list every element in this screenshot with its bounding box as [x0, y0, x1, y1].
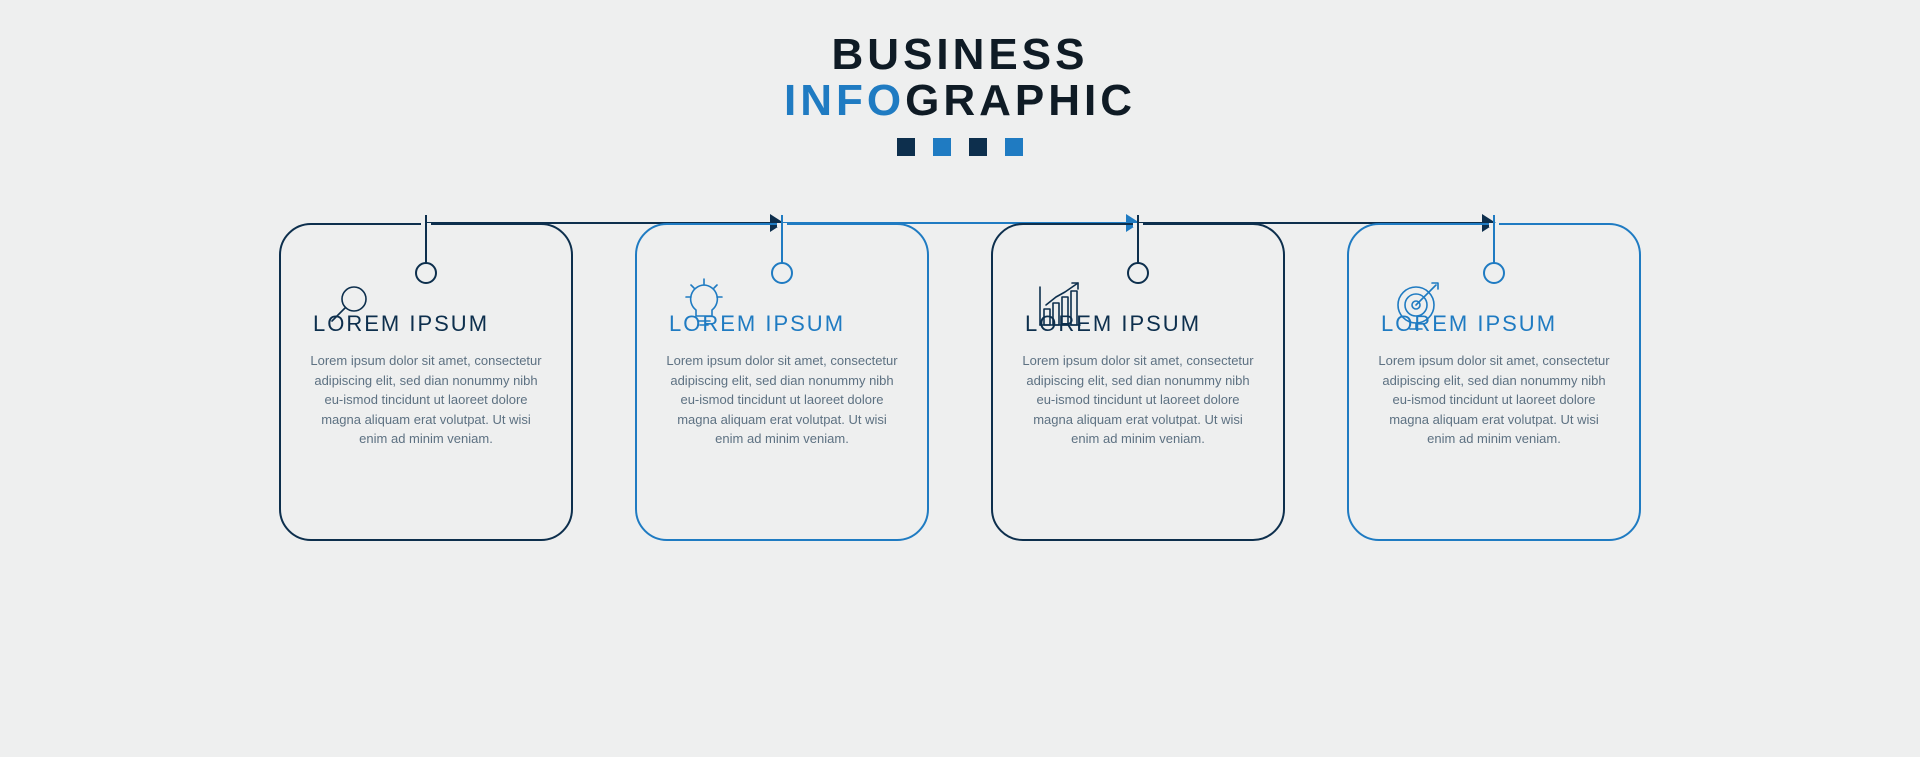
step-card: LOREM IPSUM Lorem ipsum dolor sit amet, …: [279, 223, 573, 541]
stem-node: [1483, 262, 1505, 284]
steps-row: LOREM IPSUM Lorem ipsum dolor sit amet, …: [0, 213, 1920, 541]
decor-square: [933, 138, 951, 156]
header: BUSINESS INFOGRAPHIC: [0, 0, 1920, 156]
step-body: Lorem ipsum dolor sit amet, consectetur …: [1375, 351, 1613, 449]
barchart-icon: [1025, 275, 1095, 335]
lightbulb-icon: [669, 275, 739, 335]
infographic-canvas: BUSINESS INFOGRAPHIC LOREM IPSUM Lorem i…: [0, 0, 1920, 757]
title-rest: GRAPHIC: [905, 76, 1136, 125]
stem-node: [415, 262, 437, 284]
title-line1: BUSINESS: [0, 32, 1920, 78]
decor-square: [897, 138, 915, 156]
step-body: Lorem ipsum dolor sit amet, consectetur …: [307, 351, 545, 449]
step-card: LOREM IPSUM Lorem ipsum dolor sit amet, …: [635, 223, 929, 541]
decor-square: [969, 138, 987, 156]
magnifier-icon: [313, 275, 383, 335]
step: LOREM IPSUM Lorem ipsum dolor sit amet, …: [1347, 213, 1641, 541]
decor-squares: [0, 138, 1920, 156]
stem-node: [1127, 262, 1149, 284]
title-accent: INFO: [784, 76, 905, 125]
step-card: LOREM IPSUM Lorem ipsum dolor sit amet, …: [1347, 223, 1641, 541]
stem-node: [771, 262, 793, 284]
step-card: LOREM IPSUM Lorem ipsum dolor sit amet, …: [991, 223, 1285, 541]
decor-square: [1005, 138, 1023, 156]
step-body: Lorem ipsum dolor sit amet, consectetur …: [1019, 351, 1257, 449]
title-line2: INFOGRAPHIC: [0, 78, 1920, 124]
step-body: Lorem ipsum dolor sit amet, consectetur …: [663, 351, 901, 449]
step: LOREM IPSUM Lorem ipsum dolor sit amet, …: [635, 213, 929, 541]
step: LOREM IPSUM Lorem ipsum dolor sit amet, …: [991, 213, 1285, 541]
step: LOREM IPSUM Lorem ipsum dolor sit amet, …: [279, 213, 573, 541]
target-icon: [1381, 275, 1451, 335]
